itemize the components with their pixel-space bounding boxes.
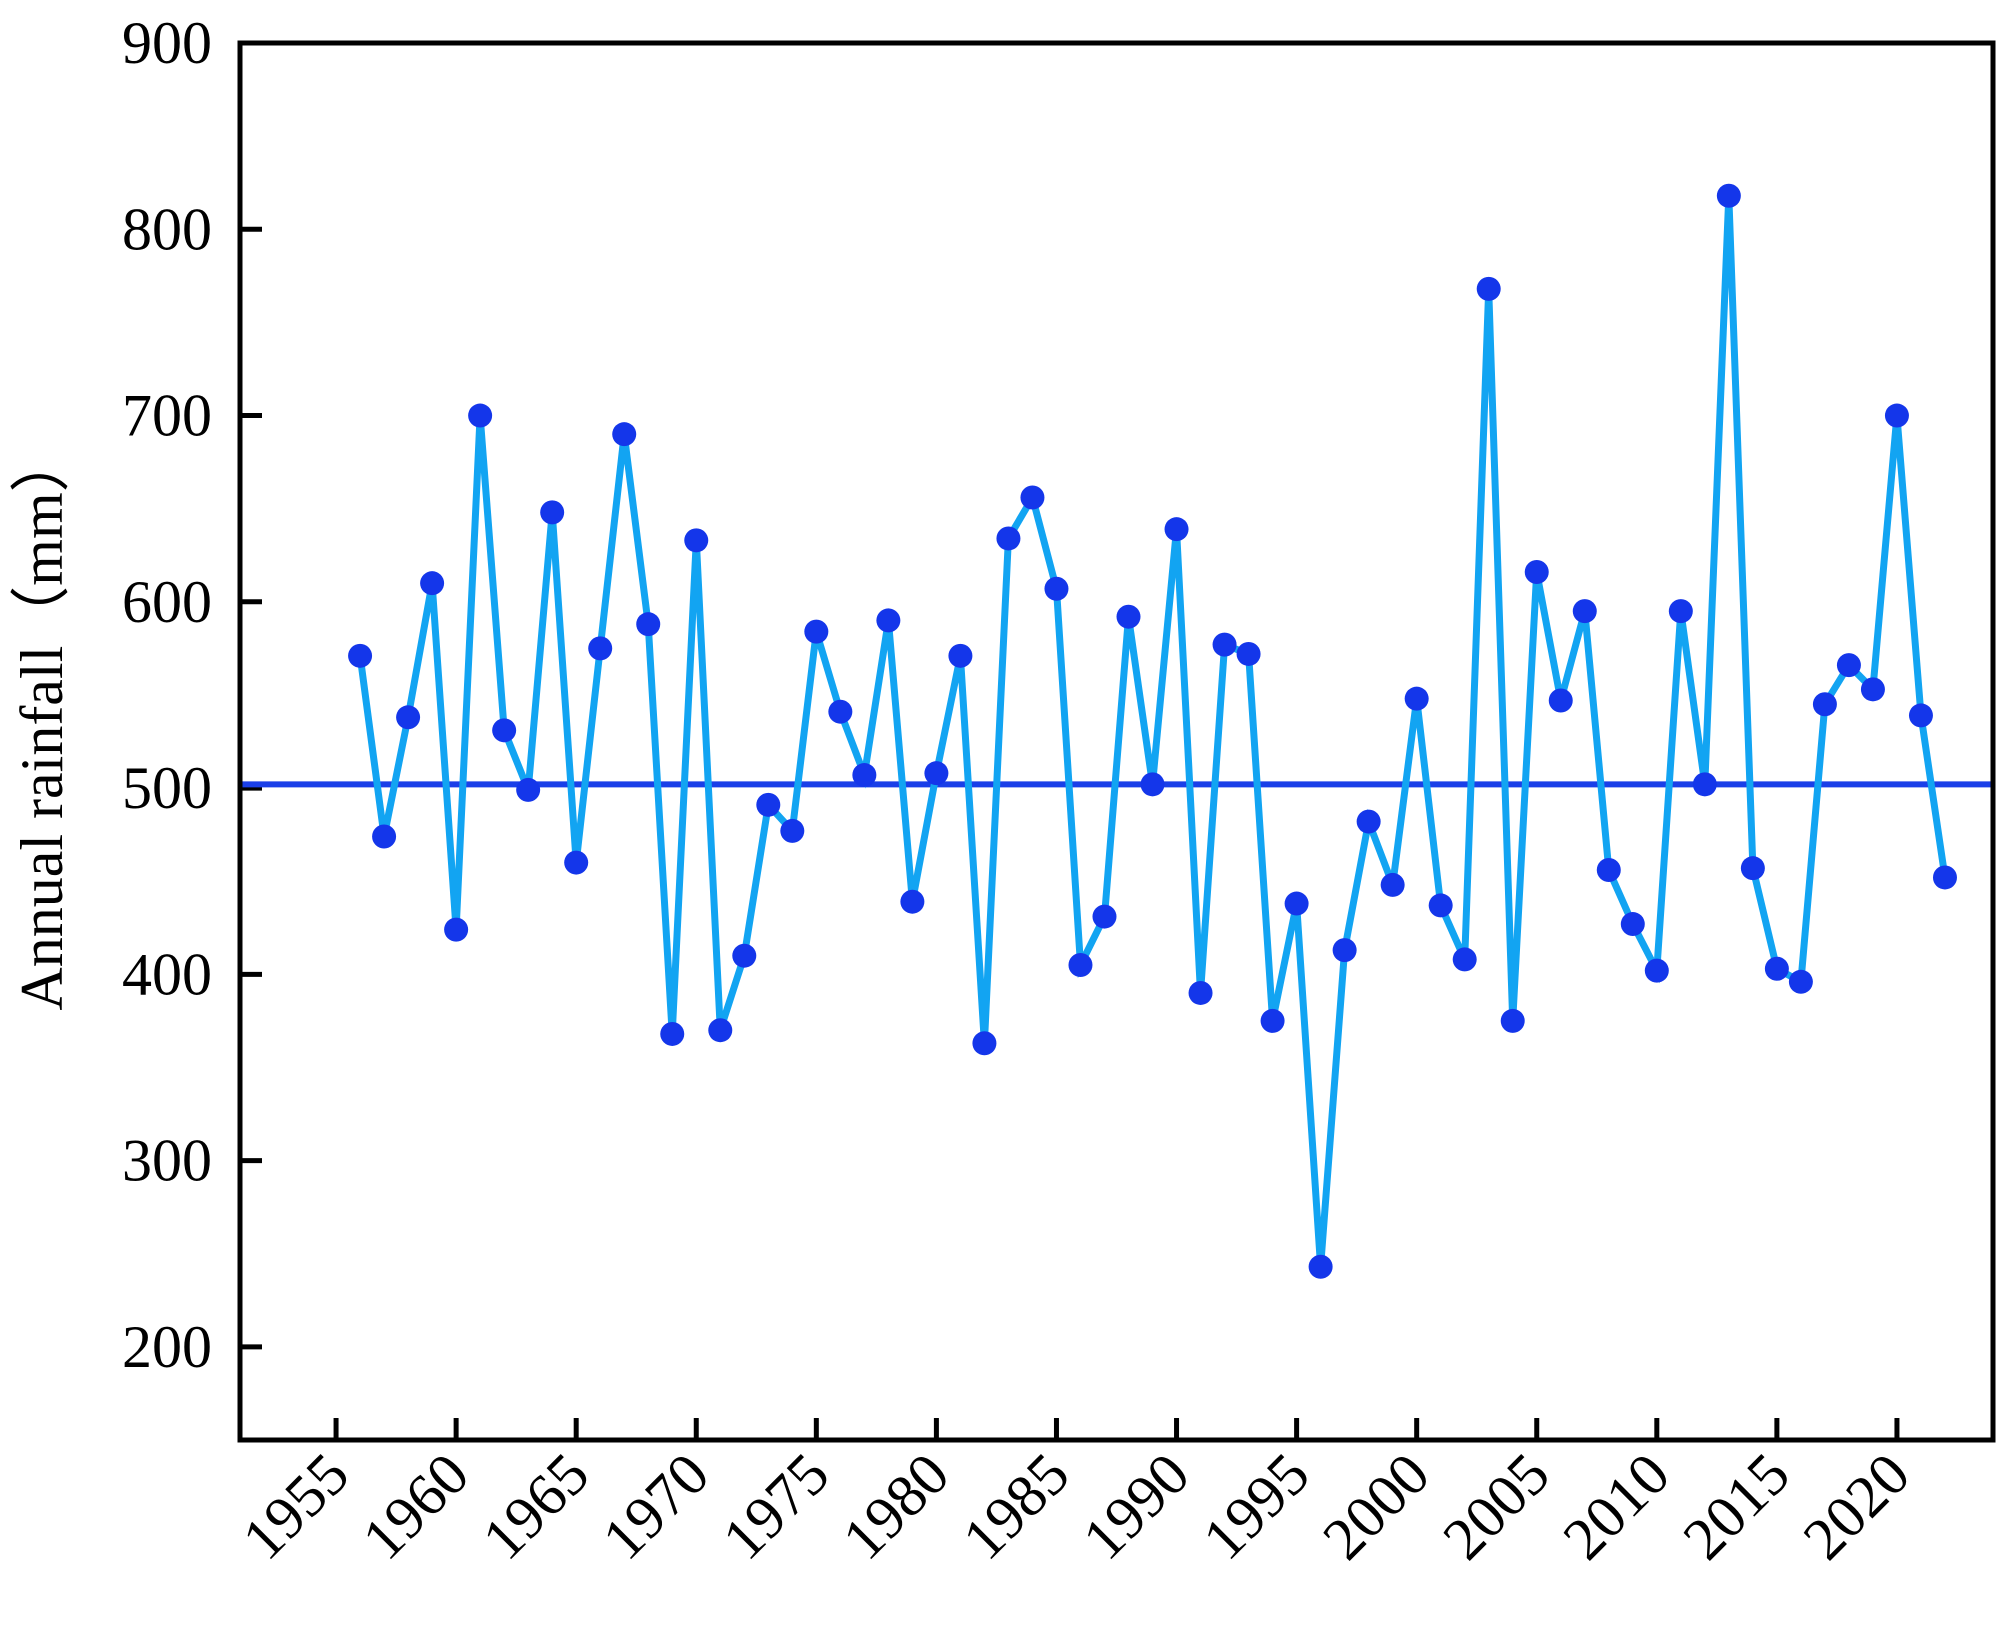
data-point (1428, 893, 1453, 918)
data-point (1284, 891, 1309, 916)
data-point (588, 636, 613, 661)
data-point (924, 761, 949, 786)
data-point (1620, 912, 1645, 937)
data-point (1044, 576, 1069, 601)
data-point (1596, 858, 1621, 883)
data-markers (348, 183, 1957, 1279)
data-point (900, 889, 925, 914)
data-point (780, 818, 805, 843)
data-point (972, 1031, 997, 1056)
data-point (1332, 938, 1357, 963)
data-point (372, 824, 397, 849)
y-axis-title: Annual rainfall（mm） (9, 432, 75, 1010)
data-point (948, 643, 973, 668)
data-point (996, 526, 1021, 551)
data-point (756, 792, 781, 817)
data-point (1860, 677, 1885, 702)
y-tick-label: 500 (122, 755, 212, 821)
data-point (1668, 599, 1693, 624)
data-point (1212, 632, 1237, 657)
data-point (1020, 485, 1045, 510)
data-point (1116, 604, 1141, 629)
data-point (468, 403, 493, 428)
data-point (732, 943, 757, 968)
data-point (1764, 956, 1789, 981)
data-point (1788, 969, 1813, 994)
y-tick-label: 400 (122, 941, 212, 1007)
data-point (1932, 865, 1957, 890)
y-tick-label: 800 (122, 196, 212, 262)
data-point (1500, 1008, 1525, 1033)
y-tick-label: 300 (122, 1128, 212, 1194)
plot-frame (237, 40, 1996, 1443)
data-point (1692, 772, 1717, 797)
data-point (1188, 980, 1213, 1005)
data-point (1476, 276, 1501, 301)
y-tick-label: 600 (122, 569, 212, 635)
data-point (1812, 692, 1837, 717)
data-point (1236, 641, 1261, 666)
data-point (1572, 599, 1597, 624)
data-point (636, 612, 661, 637)
data-point (564, 850, 589, 875)
data-point (876, 608, 901, 633)
data-point (708, 1018, 733, 1043)
data-point (1644, 958, 1669, 983)
data-point (804, 619, 829, 644)
data-point (1356, 809, 1381, 834)
data-point (1884, 403, 1909, 428)
data-point (1452, 947, 1477, 972)
data-point (1524, 559, 1549, 584)
data-point (612, 422, 637, 447)
data-point (1716, 183, 1741, 208)
data-point (540, 500, 565, 525)
data-point (1164, 517, 1189, 542)
data-point (348, 643, 373, 668)
data-point (1908, 703, 1933, 728)
data-point (396, 705, 421, 730)
data-point (1380, 872, 1405, 897)
y-axis: 200 300 400 500 600 700 800 900 (122, 10, 262, 1380)
data-point (1836, 653, 1861, 678)
data-point (1092, 904, 1117, 929)
data-point (1260, 1008, 1285, 1033)
data-point (516, 777, 541, 802)
data-point (1068, 953, 1093, 978)
data-point (1548, 688, 1573, 713)
data-point (492, 718, 517, 743)
data-point (1404, 686, 1429, 711)
y-tick-label: 200 (122, 1314, 212, 1380)
data-point (660, 1021, 685, 1046)
y-tick-label: 700 (122, 383, 212, 449)
data-point (420, 571, 445, 596)
data-point (444, 917, 469, 942)
data-point (1308, 1254, 1333, 1279)
y-tick-label: 900 (122, 10, 212, 76)
data-point (1140, 772, 1165, 797)
data-point (1740, 856, 1765, 881)
data-point (828, 699, 853, 724)
data-point (684, 528, 709, 553)
data-point (852, 763, 877, 788)
